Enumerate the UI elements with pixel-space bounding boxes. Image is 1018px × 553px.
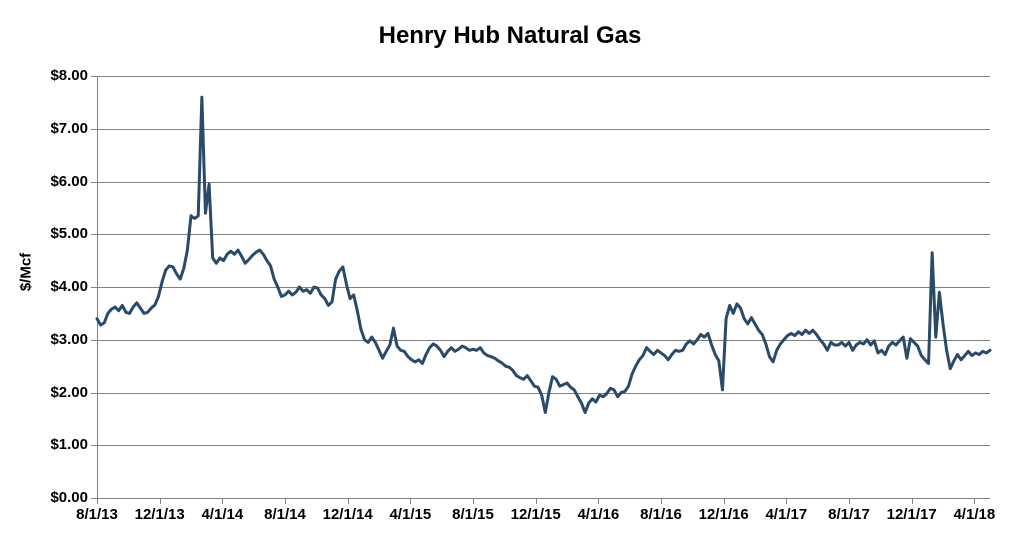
x-tick-label: 12/1/14 [322, 506, 373, 523]
x-tick-label: 8/1/17 [828, 506, 870, 523]
price-line [95, 95, 992, 415]
y-tick-label: $8.00 [50, 67, 88, 84]
x-tick-label: 12/1/17 [886, 506, 937, 523]
y-tick-label: $1.00 [50, 436, 88, 454]
x-tick-label: 8/1/13 [76, 506, 118, 523]
y-tick-label: $3.00 [50, 330, 88, 348]
x-tick-label: 4/1/18 [953, 506, 996, 523]
y-tick-label: $5.00 [50, 225, 88, 243]
x-tick-label: 8/1/16 [640, 506, 682, 523]
y-tick-label: $4.00 [50, 278, 88, 295]
x-tick-label: 4/1/16 [577, 506, 620, 523]
x-tick-label: 4/1/17 [765, 506, 808, 523]
chart-title: Henry Hub Natural Gas [378, 22, 642, 49]
x-tick-label: 4/1/14 [201, 506, 244, 523]
x-tick-label: 4/1/15 [389, 506, 432, 523]
y-tick-label: $2.00 [50, 383, 88, 401]
x-tick-label: 8/1/15 [452, 506, 494, 523]
x-tick-label: 8/1/14 [264, 506, 306, 523]
x-tick-label: 12/1/13 [134, 506, 185, 523]
x-tick-label: 12/1/16 [698, 506, 749, 523]
y-tick-label: $7.00 [50, 119, 88, 137]
y-tick-label: $0.00 [50, 489, 88, 506]
y-tick-label: $6.00 [50, 172, 88, 190]
x-tick-label: 12/1/15 [510, 506, 561, 523]
